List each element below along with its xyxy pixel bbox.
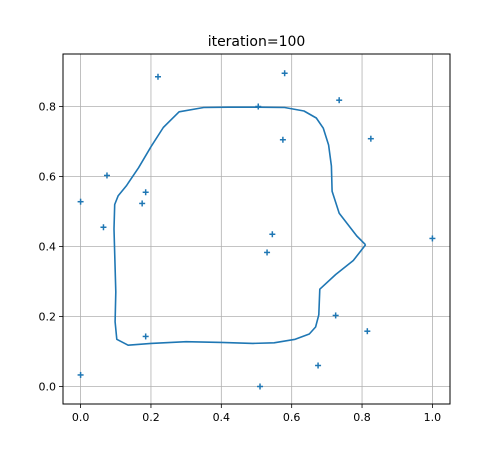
scatter-point [142,333,149,340]
x-tick-label: 1.0 [424,411,442,424]
scatter-point [77,371,84,378]
scatter-point [364,328,371,335]
y-tick-label: 0.6 [39,171,57,184]
scatter-point [255,103,262,110]
curve-line [113,106,367,347]
scatter-point [100,224,107,231]
scatter-point [429,235,436,242]
y-tick-label: 0.2 [39,311,57,324]
scatter-point [139,200,146,207]
scatter-point [103,172,110,179]
scatter-series [77,70,436,390]
scatter-point [142,189,149,196]
y-tick-label: 0.0 [39,381,57,394]
y-tick-label: 0.4 [39,241,57,254]
axes-frame [62,53,451,405]
scatter-point [77,198,84,205]
x-tick-label: 0.0 [72,411,90,424]
scatter-point [281,70,288,77]
x-tick-label: 0.2 [142,411,160,424]
x-tick-label: 0.6 [283,411,301,424]
x-tick-label: 0.8 [353,411,371,424]
curve-series [113,106,367,347]
scatter-point [367,135,374,142]
scatter-point [257,383,264,390]
scatter-point [264,249,271,256]
y-tick-label: 0.8 [39,101,57,114]
scatter-point [336,97,343,104]
ticks: 0.0 0.2 0.4 0.6 0.8 1.0 0.0 0.2 0.4 0.6 0.8 [39,101,442,425]
scatter-point [269,231,276,238]
scatter-point [332,312,339,319]
scatter-point [279,136,286,143]
chart-title: iteration=100 [208,34,306,50]
scatter-point [154,73,161,80]
x-tick-label: 0.4 [213,411,231,424]
scatter-point [315,362,322,369]
